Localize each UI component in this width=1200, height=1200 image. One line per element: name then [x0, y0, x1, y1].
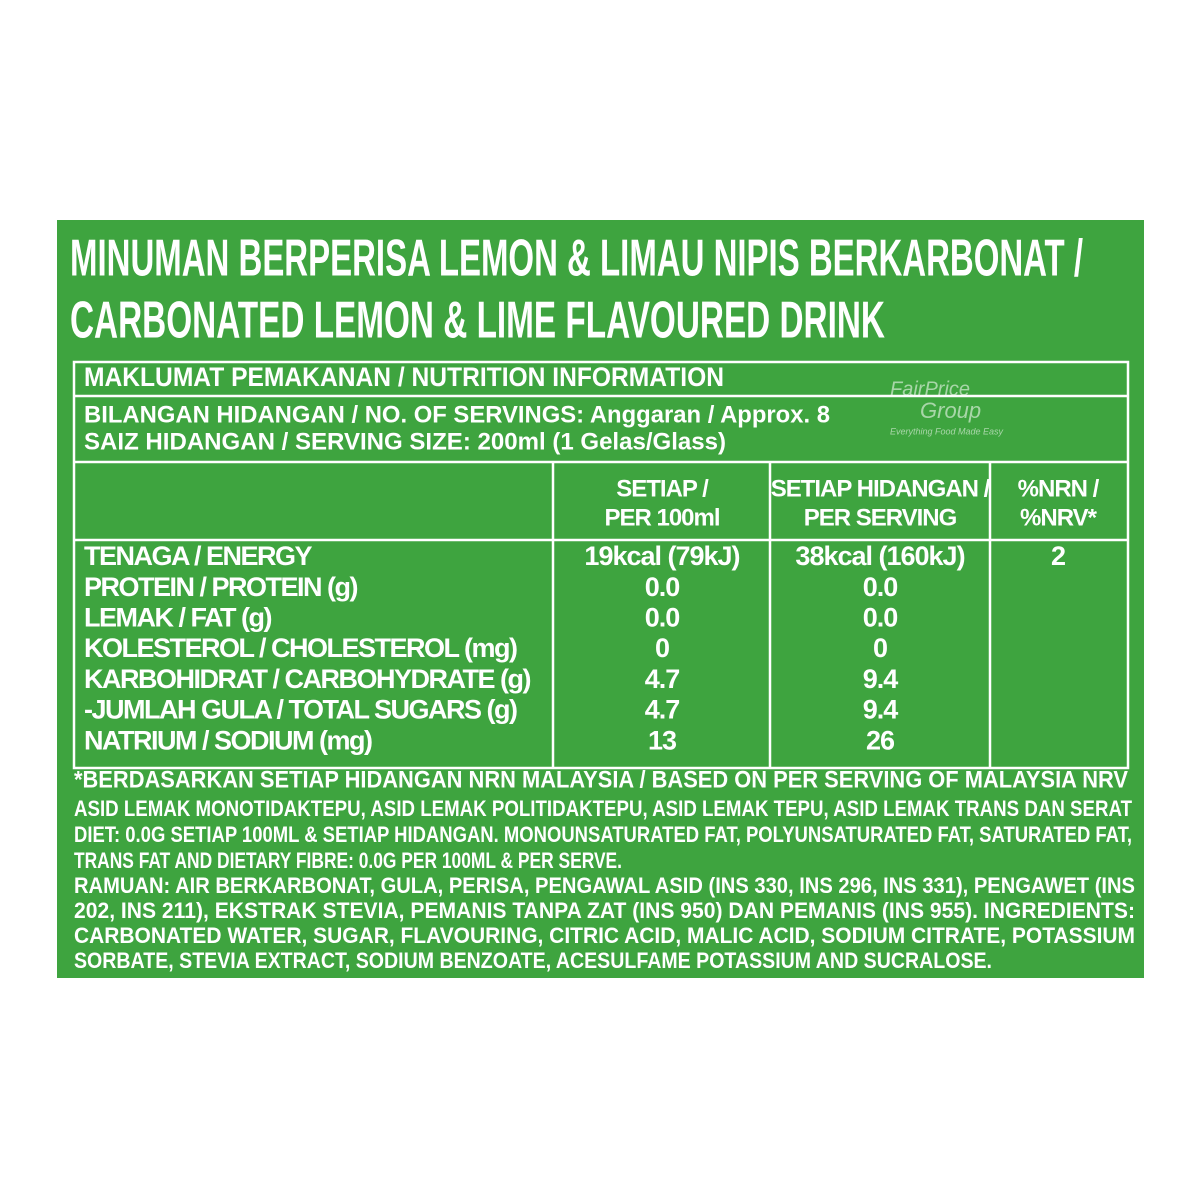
row-value: 9.4 — [863, 664, 899, 694]
row-label: TENAGA / ENERGY — [84, 541, 313, 571]
servings: BILANGAN HIDANGAN / NO. OF SERVINGS: Ang… — [84, 401, 830, 428]
note-line: ASID LEMAK MONOTIDAKTEPU, ASID LEMAK POL… — [74, 796, 1132, 821]
serving-size: SAIZ HIDANGAN / SERVING SIZE: 200ml (1 G… — [84, 428, 726, 455]
watermark: FairPrice — [890, 378, 970, 400]
row-value: 13 — [648, 725, 677, 755]
table-border — [72, 360, 1130, 770]
row-value: 26 — [866, 725, 895, 755]
column-header: SETIAP HIDANGAN / — [771, 475, 991, 502]
row-label: KARBOHIDRAT / CARBOHYDRATE (g) — [84, 664, 530, 694]
row-label: NATRIUM / SODIUM (mg) — [84, 725, 372, 755]
column-header: PER SERVING — [804, 504, 957, 531]
title-line: MINUMAN BERPERISA LEMON & LIMAU NIPIS BE… — [70, 230, 1083, 288]
row-label: PROTEIN / PROTEIN (g) — [84, 572, 358, 602]
column-header: SETIAP / — [616, 475, 709, 502]
note-line: TRANS FAT AND DIETARY FIBRE: 0.0G PER 10… — [74, 848, 622, 873]
title-line: CARBONATED LEMON & LIME FLAVOURED DRINK — [70, 292, 885, 350]
watermark: Group — [920, 398, 981, 423]
row-value: 0.0 — [863, 572, 898, 602]
ingredient-line: CARBONATED WATER, SUGAR, FLAVOURING, CIT… — [74, 923, 1135, 948]
row-value: 2 — [1051, 541, 1065, 571]
row-label: -JUMLAH GULA / TOTAL SUGARS (g) — [84, 695, 517, 725]
row-value: 19kcal (79kJ) — [584, 541, 739, 571]
ingredient-line: SORBATE, STEVIA EXTRACT, SODIUM BENZOATE… — [74, 948, 992, 973]
ingredient-line: RAMUAN: AIR BERKARBONAT, GULA, PERISA, P… — [74, 873, 1135, 898]
row-value: 9.4 — [863, 695, 899, 725]
note-line: DIET: 0.0G SETIAP 100ML & SETIAP HIDANGA… — [74, 822, 1132, 847]
row-value: 0 — [655, 633, 669, 663]
watermark: Everything Food Made Easy — [890, 426, 1004, 436]
row-value: 4.7 — [645, 695, 680, 725]
row-value: 38kcal (160kJ) — [795, 541, 964, 571]
footnote: *BERDASARKAN SETIAP HIDANGAN NRN MALAYSI… — [74, 766, 1128, 793]
ingredient-line: 202, INS 211), EKSTRAK STEVIA, PEMANIS T… — [74, 898, 1135, 923]
row-label: KOLESTEROL / CHOLESTEROL (mg) — [84, 633, 517, 663]
label-panel — [57, 220, 1144, 978]
column-header: %NRV* — [1020, 504, 1098, 531]
row-value: 4.7 — [645, 664, 680, 694]
row-label: LEMAK / FAT (g) — [84, 603, 271, 633]
column-header: PER 100ml — [604, 504, 719, 531]
row-value: 0 — [873, 633, 887, 663]
table-heading: MAKLUMAT PEMAKANAN / NUTRITION INFORMATI… — [84, 362, 724, 392]
row-value: 0.0 — [645, 572, 680, 602]
row-value: 0.0 — [863, 603, 898, 633]
column-header: %NRN / — [1018, 475, 1100, 502]
row-value: 0.0 — [645, 603, 680, 633]
